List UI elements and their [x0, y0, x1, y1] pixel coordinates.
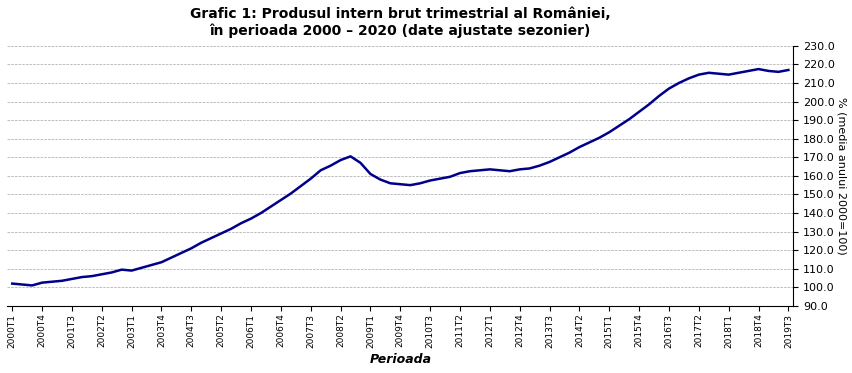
X-axis label: Perioada: Perioada [369, 353, 431, 366]
Y-axis label: % (media anului 2000=100): % (media anului 2000=100) [835, 97, 845, 255]
Title: Grafic 1: Produsul intern brut trimestrial al României,
în perioada 2000 – 2020 : Grafic 1: Produsul intern brut trimestri… [190, 7, 610, 38]
